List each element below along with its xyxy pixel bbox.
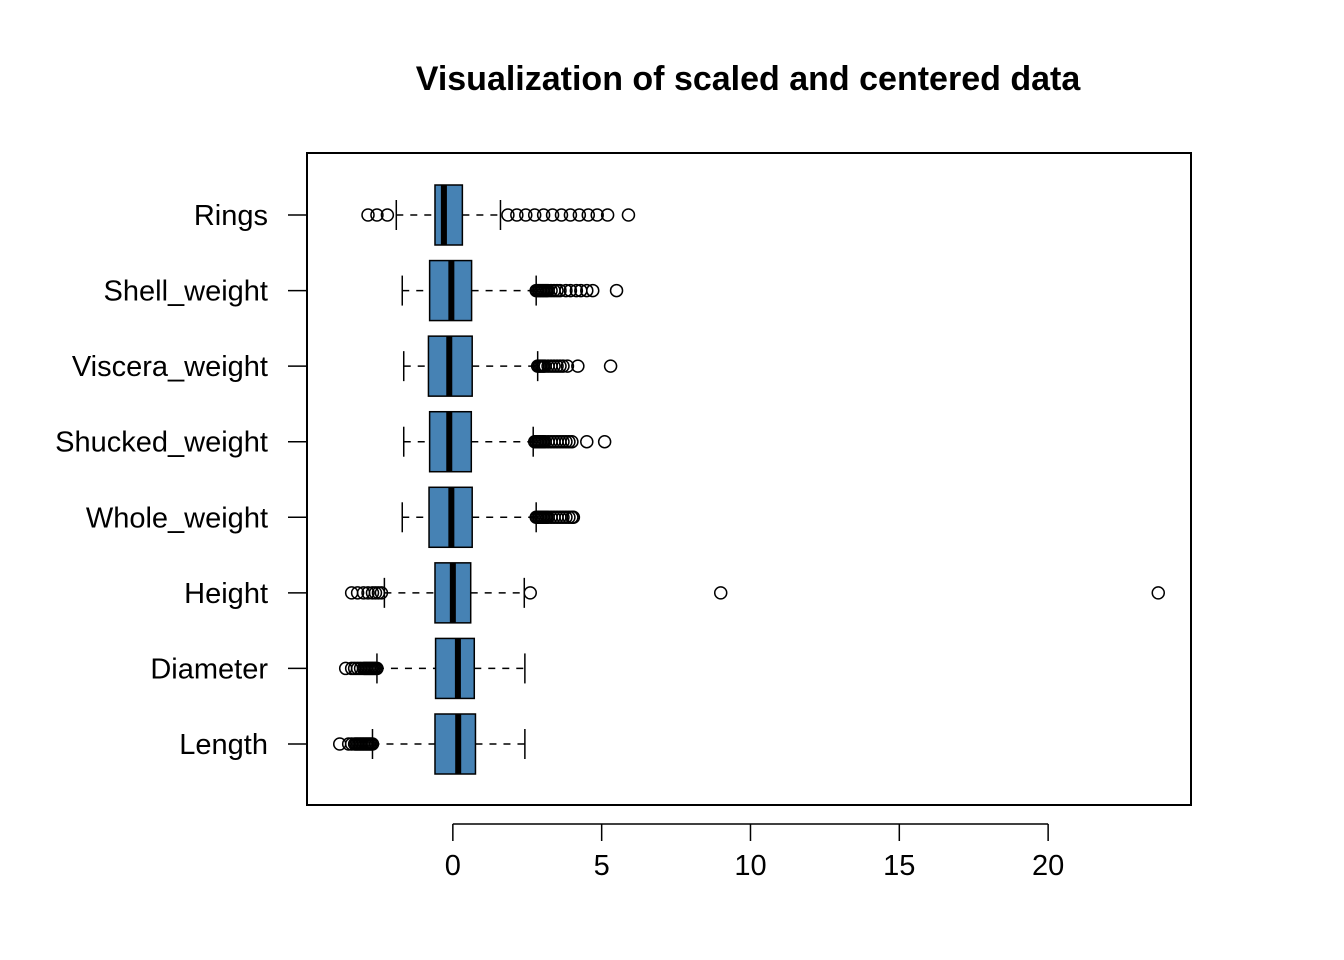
outlier-point: [545, 208, 560, 222]
iqr-box: [434, 184, 464, 246]
outlier-point: [559, 283, 573, 298]
outlier-point: [501, 208, 515, 222]
y-axis: Length Diameter Height Whole_weight Shucked_…: [55, 200, 307, 761]
outlier-point: [554, 208, 569, 222]
box-length: [332, 713, 526, 775]
outlier-point: [553, 283, 567, 298]
outlier-point: [361, 208, 375, 222]
box-whole-weight: [401, 486, 581, 549]
y-tick-label: Diameter: [150, 653, 268, 685]
outlier-point: [536, 208, 551, 222]
outlier-point: [600, 208, 615, 222]
y-tick-label: Height: [184, 578, 268, 610]
y-tick-label: Viscera_weight: [72, 351, 268, 383]
outlier-point: [523, 586, 537, 600]
outlier-point: [572, 208, 587, 222]
outlier-point: [1151, 586, 1166, 600]
outlier-point: [370, 661, 384, 676]
outlier-point: [566, 510, 581, 525]
outlier-point: [621, 208, 636, 222]
outlier-point: [527, 208, 542, 222]
x-tick-label: 20: [1032, 850, 1064, 882]
y-tick-label: Rings: [194, 200, 268, 232]
outlier-point: [609, 283, 624, 298]
outlier-point: [361, 586, 375, 600]
outlier-point: [590, 208, 604, 222]
outlier-point: [563, 208, 578, 222]
x-tick-label: 5: [594, 850, 610, 882]
y-tick-label: Whole_weight: [86, 502, 268, 534]
y-tick-label: Shell_weight: [104, 276, 268, 308]
box-diameter: [338, 637, 526, 700]
chart-title: Visualization of scaled and centered dat…: [416, 60, 1082, 98]
outlier-point: [374, 586, 389, 600]
outlier-point: [565, 434, 579, 449]
outlier-point: [365, 737, 380, 751]
outlier-point: [370, 208, 384, 222]
y-tick-label: Shucked_weight: [55, 427, 268, 459]
box-rings: [361, 184, 636, 246]
x-tick-label: 0: [445, 850, 461, 882]
outlier-point: [580, 283, 594, 298]
outlier-point: [580, 434, 594, 449]
box-height: [344, 562, 1166, 624]
box-viscera-weight: [402, 335, 618, 397]
outlier-point: [380, 208, 395, 222]
outlier-point: [713, 586, 728, 600]
plot-area: [332, 184, 1166, 775]
outlier-point: [519, 208, 533, 222]
plot-frame: [306, 152, 1192, 806]
outlier-point: [563, 283, 578, 298]
outlier-point: [510, 208, 524, 222]
outlier-point: [560, 359, 575, 373]
outlier-point: [603, 359, 618, 373]
box-shell-weight: [401, 259, 624, 322]
outlier-point: [585, 283, 600, 298]
outlier-point: [556, 359, 570, 373]
x-axis: 0 5 10 15 20: [445, 823, 1064, 882]
y-tick-label: Length: [179, 729, 268, 761]
outlier-point: [569, 283, 584, 298]
outlier-point: [350, 586, 365, 600]
outlier-point: [597, 434, 612, 449]
box-shucked-weight: [402, 410, 612, 473]
outlier-point: [571, 359, 585, 373]
x-tick-label: 10: [734, 850, 766, 882]
x-tick-label: 15: [883, 850, 915, 882]
outlier-point: [581, 208, 596, 222]
